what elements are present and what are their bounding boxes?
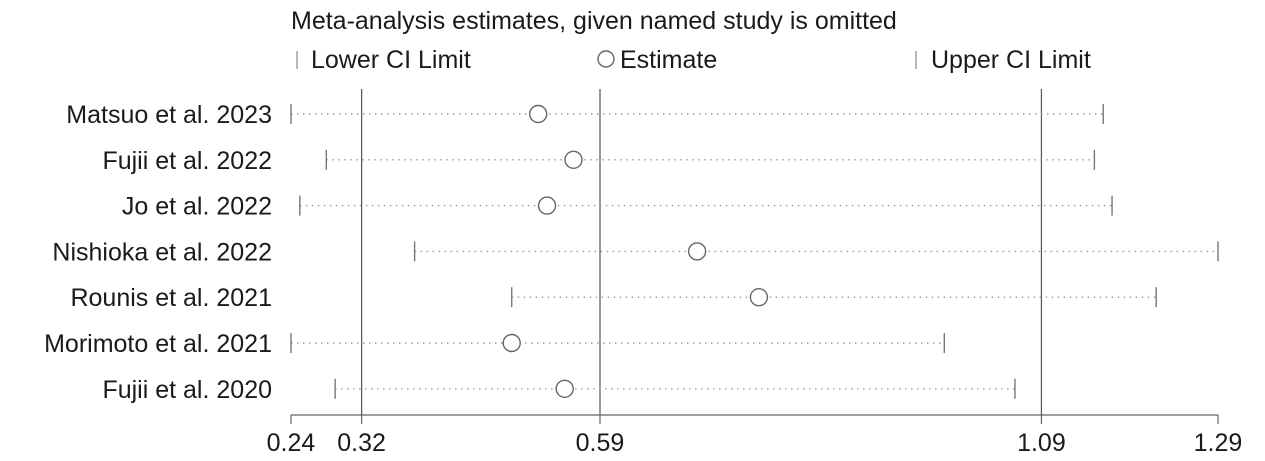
reference-lines <box>361 89 1043 415</box>
study-row: Matsuo et al. 2023 <box>66 101 1104 129</box>
study-label: Fujii et al. 2020 <box>102 376 272 404</box>
chart-title: Meta-analysis estimates, given named stu… <box>291 7 897 35</box>
x-tick-label: 0.59 <box>576 429 625 457</box>
study-row: Fujii et al. 2020 <box>102 376 1016 404</box>
study-row: Rounis et al. 2021 <box>70 284 1157 312</box>
study-row: Fujii et al. 2022 <box>102 147 1096 175</box>
study-label: Fujii et al. 2022 <box>102 147 272 175</box>
study-row: Morimoto et al. 2021 <box>44 330 946 358</box>
estimate-marker <box>502 333 521 353</box>
estimate-marker <box>529 104 548 124</box>
x-tick-label: 1.09 <box>1017 429 1066 457</box>
study-row: Jo et al. 2022 <box>122 193 1113 221</box>
estimate-marker <box>564 150 583 170</box>
x-tick-label: 0.24 <box>267 429 316 457</box>
legend-estimate-label: Estimate <box>620 46 717 74</box>
estimate-marker <box>687 242 707 261</box>
x-tick-label: 1.29 <box>1194 429 1243 457</box>
study-label: Jo et al. 2022 <box>122 193 272 221</box>
legend-upper-label: Upper CI Limit <box>931 46 1091 74</box>
x-axis: 0.24 0.32 0.59 1.09 1.29 <box>267 414 1243 457</box>
legend-lower-label: Lower CI Limit <box>311 46 471 74</box>
study-label: Nishioka et al. 2022 <box>52 238 272 266</box>
study-label: Morimoto et al. 2021 <box>44 330 272 358</box>
estimate-marker <box>537 196 557 215</box>
study-label: Matsuo et al. 2023 <box>66 101 272 129</box>
study-rows: Matsuo et al. 2023 Fujii et al. 2022 Jo et… <box>44 101 1219 404</box>
estimate-marker <box>555 379 574 398</box>
x-tick-label: 0.32 <box>337 429 386 457</box>
study-row: Nishioka et al. 2022 <box>52 238 1219 266</box>
study-label: Rounis et al. 2021 <box>70 284 272 312</box>
estimate-marker <box>749 288 769 307</box>
legend: Lower CI Limit Estimate Upper CI Limit <box>296 46 1091 74</box>
legend-estimate-marker <box>597 50 615 68</box>
